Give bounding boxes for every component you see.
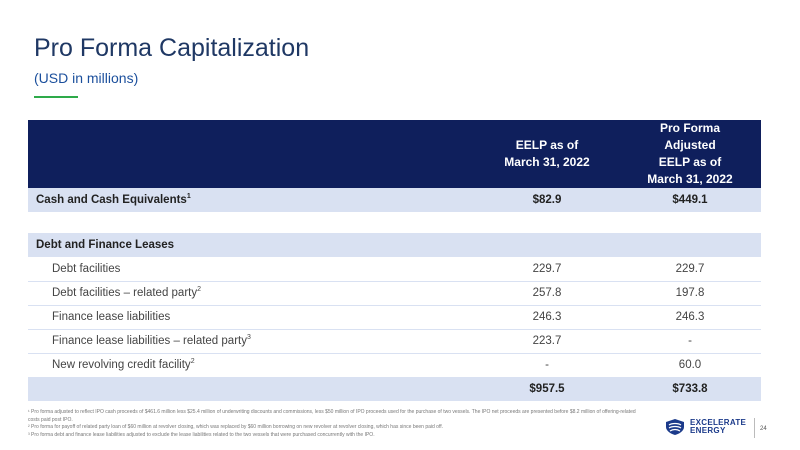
page-subtitle: (USD in millions) <box>34 70 139 86</box>
cash-eelp: $82.9 <box>475 188 619 212</box>
row-footnote-ref: 2 <box>197 286 202 294</box>
debt-header-row: Debt and Finance Leases <box>28 233 761 257</box>
row-footnote-ref: 3 <box>246 334 251 342</box>
row-label: Debt facilities <box>52 262 121 275</box>
row-footnote-ref: 2 <box>190 358 195 366</box>
row-eelp: - <box>475 353 619 378</box>
row-label-cell: Finance lease liabilities – related part… <box>28 329 475 354</box>
header-eelp-line2: March 31, 2022 <box>504 155 590 169</box>
row-proforma: 60.0 <box>619 353 761 378</box>
row-label-cell: Debt facilities – related party2 <box>28 281 475 306</box>
row-proforma: 229.7 <box>619 257 761 282</box>
debt-header-label: Debt and Finance Leases <box>28 233 475 257</box>
total-eelp: $957.5 <box>475 377 619 401</box>
table-row: Debt facilities – related party2 257.8 1… <box>28 281 761 306</box>
header-proforma-line2: Adjusted <box>664 138 716 152</box>
row-label-cell: Debt facilities <box>28 257 475 282</box>
table-row: Finance lease liabilities 246.3 246.3 <box>28 305 761 330</box>
cash-label-cell: Cash and Cash Equivalents1 <box>28 188 475 212</box>
footnotes: ¹ Pro forma adjusted to reflect IPO cash… <box>28 409 638 439</box>
row-eelp: 257.8 <box>475 281 619 306</box>
cash-row: Cash and Cash Equivalents1 $82.9 $449.1 <box>28 188 761 212</box>
header-label-cell <box>28 120 475 188</box>
row-eelp: 229.7 <box>475 257 619 282</box>
row-label: New revolving credit facility <box>52 359 191 371</box>
table-row: New revolving credit facility2 - 60.0 <box>28 353 761 378</box>
header-eelp: EELP as of March 31, 2022 <box>475 120 619 188</box>
logo-divider <box>754 418 755 438</box>
capitalization-table: EELP as of March 31, 2022 Pro Forma Adju… <box>28 120 761 401</box>
header-eelp-line1: EELP as of <box>515 138 579 152</box>
table-row: Debt facilities 229.7 229.7 <box>28 257 761 282</box>
page-number: 24 <box>760 426 767 432</box>
header-proforma: Pro Forma Adjusted EELP as of March 31, … <box>619 120 761 188</box>
row-eelp: 246.3 <box>475 305 619 330</box>
logo-line2: ENERGY <box>690 426 726 435</box>
cash-footnote-ref: 1 <box>186 193 191 201</box>
logo-wordmark: EXCELERATE ENERGY <box>690 419 746 435</box>
logo-line1: EXCELERATE <box>690 418 747 427</box>
page-title: Pro Forma Capitalization <box>34 34 310 62</box>
header-proforma-line3: EELP as of <box>658 155 722 169</box>
row-proforma: 246.3 <box>619 305 761 330</box>
cash-label: Cash and Cash Equivalents <box>36 194 187 206</box>
table-header-row: EELP as of March 31, 2022 Pro Forma Adju… <box>28 120 761 188</box>
table-row: Finance lease liabilities – related part… <box>28 329 761 354</box>
excelerate-logo-icon <box>666 419 684 435</box>
row-eelp: 223.7 <box>475 329 619 354</box>
cash-proforma: $449.1 <box>619 188 761 212</box>
row-label-cell: New revolving credit facility2 <box>28 353 475 378</box>
footnote-1: ¹ Pro forma adjusted to reflect IPO cash… <box>28 409 636 423</box>
row-label: Finance lease liabilities <box>52 311 171 323</box>
footnote-2: ² Pro forma for payoff of related party … <box>28 424 444 430</box>
accent-underline <box>34 96 78 98</box>
row-proforma: 197.8 <box>619 281 761 306</box>
row-label: Debt facilities – related party <box>52 287 198 299</box>
row-label: Finance lease liabilities – related part… <box>52 335 247 347</box>
spacer-row <box>28 212 761 233</box>
row-proforma: - <box>619 329 761 354</box>
footnote-3: ³ Pro forma debt and finance lease liabi… <box>28 431 375 438</box>
company-logo: EXCELERATE ENERGY <box>664 419 746 435</box>
header-proforma-line4: March 31, 2022 <box>647 172 733 186</box>
row-label-cell: Finance lease liabilities <box>28 305 475 330</box>
total-row: $957.5 $733.8 <box>28 377 761 401</box>
total-proforma: $733.8 <box>619 377 761 401</box>
header-proforma-line1: Pro Forma <box>659 121 720 135</box>
total-label-cell <box>28 377 475 401</box>
